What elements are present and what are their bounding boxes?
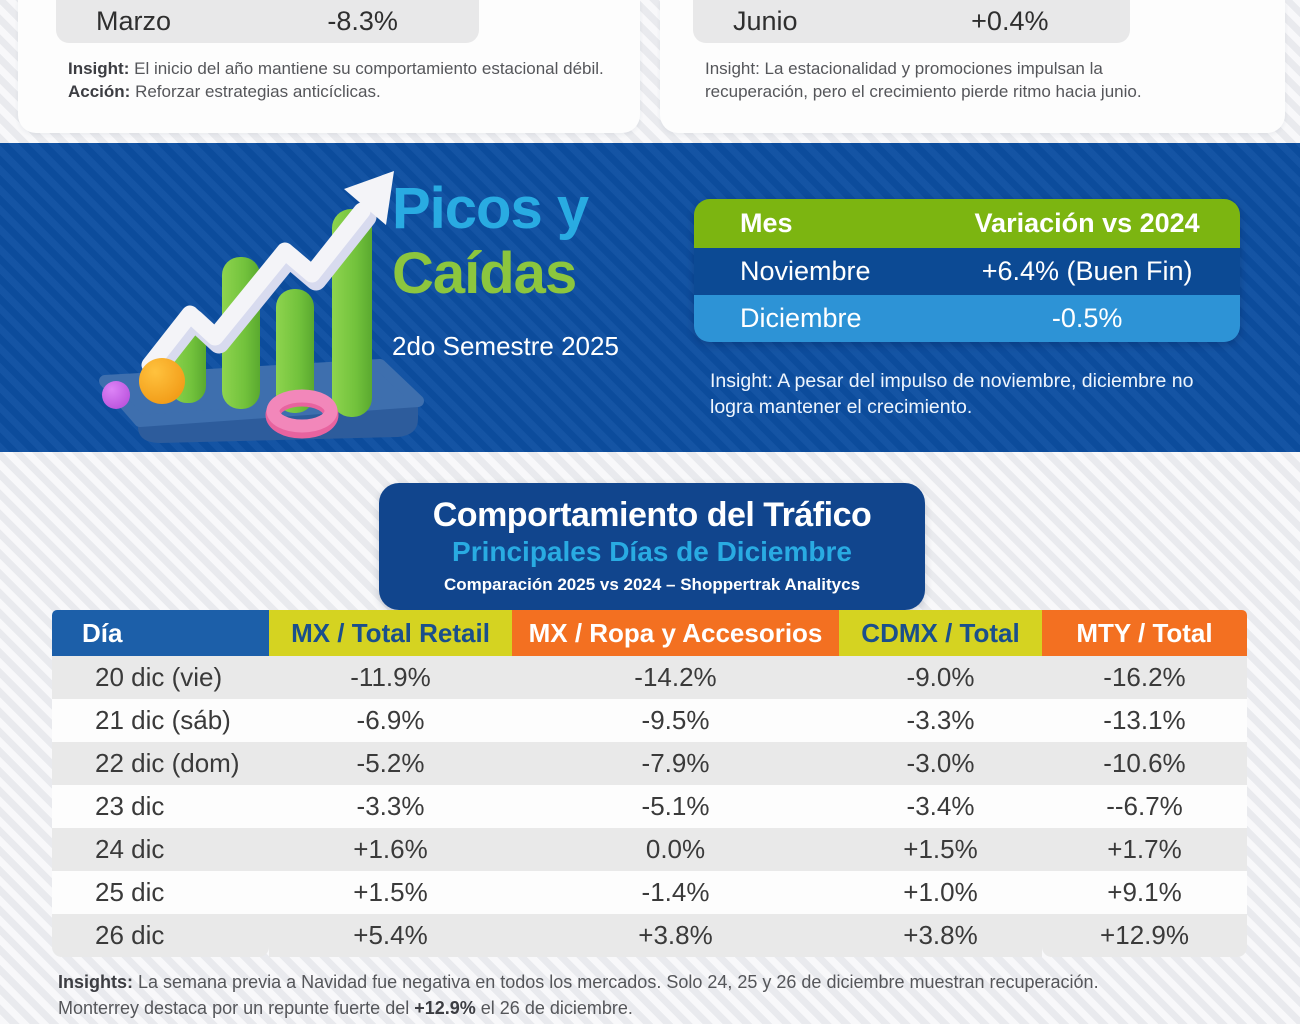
first-semester-card: Marzo -8.3% Insight: El inicio del año m… <box>18 0 640 133</box>
month-cell: Noviembre <box>740 256 871 286</box>
banner-title-line2: Caídas <box>392 240 577 306</box>
picos-caidas-banner: Picos y Caídas 2do Semestre 2025 Mes Var… <box>0 143 1300 452</box>
traffic-source: Comparación 2025 vs 2024 – Shoppertrak A… <box>443 575 861 594</box>
value-cell: -9.5% <box>641 705 710 735</box>
month-row-marzo: Marzo -8.3% <box>56 0 479 43</box>
day-cell: 24 dic <box>95 834 165 864</box>
value-cell: +1.5% <box>903 834 978 864</box>
banner-title-block: Picos y Caídas 2do Semestre 2025 <box>392 176 619 362</box>
value-cell: -3.3% <box>906 705 975 735</box>
month-cell: Diciembre <box>740 303 862 333</box>
value-cell: +1.0% <box>903 877 978 907</box>
value-cell: -11.9% <box>350 662 431 692</box>
month-label: Junio <box>733 6 798 36</box>
value-cell: +9.1% <box>1107 877 1182 907</box>
column-header: Día <box>52 610 269 656</box>
pink-donut <box>265 389 339 439</box>
column-header: MTY / Total <box>1042 610 1247 656</box>
value-cell: -7.9% <box>641 748 710 778</box>
value-cell: +1.6% <box>353 834 428 864</box>
value-cell: +3.8% <box>903 920 978 950</box>
header-mes: Mes <box>740 208 793 238</box>
header-variacion: Variación vs 2024 <box>974 208 1200 238</box>
insight-prefix: Insight: <box>68 59 130 78</box>
value-cell: +3.8% <box>638 920 713 950</box>
table-row-diciembre: Diciembre -0.5% <box>694 295 1240 342</box>
value-cell: -5.1% <box>641 791 710 821</box>
insights-line2-suffix: el 26 de diciembre. <box>475 997 633 1018</box>
action-body: Reforzar estrategias anticíclicas. <box>130 81 381 101</box>
value-cell: -3.4% <box>906 791 975 821</box>
day-cell: 22 dic (dom) <box>95 748 240 778</box>
up-arrow-icon <box>141 171 394 382</box>
table-row-noviembre: Noviembre +6.4% (Buen Fin) <box>694 248 1240 295</box>
banner-title-line1: Picos y <box>392 176 589 241</box>
3d-bar-chart-illustration <box>99 171 424 443</box>
column-header: MX / Total Retail <box>269 610 512 656</box>
value-cell: -3.0% <box>906 748 975 778</box>
table-row: 24 dic +1.6% 0.0% +1.5% +1.7% <box>52 828 1247 871</box>
insights-highlight-value: +12.9% <box>414 997 476 1018</box>
day-cell: 20 dic (vie) <box>95 662 223 692</box>
traffic-section: Comportamiento del Tráfico Principales D… <box>0 452 1300 1024</box>
value-cell: -13.1% <box>1103 705 1186 735</box>
value-cell: +5.4% <box>353 920 428 950</box>
table-row: 23 dic -3.3% -5.1% -3.4% --6.7% <box>52 785 1247 828</box>
traffic-title: Comportamiento del Tráfico <box>432 496 872 534</box>
table-row: 20 dic (vie) -11.9% -14.2% -9.0% -16.2% <box>52 656 1247 699</box>
insight-text-q2: Insight: La estacionalidad y promociones… <box>705 59 1142 101</box>
semester-summary-section: Marzo -8.3% Insight: El inicio del año m… <box>0 0 1300 143</box>
bar-3 <box>276 289 314 413</box>
monthly-variation-table: Mes Variación vs 2024 Noviembre +6.4% (B… <box>694 199 1240 342</box>
variation-value: -8.3% <box>327 6 398 36</box>
value-cell: -16.2% <box>1103 662 1186 692</box>
value-cell: +1.5% <box>353 877 428 907</box>
value-cell: -5.2% <box>356 748 425 778</box>
day-cell: 23 dic <box>95 791 165 821</box>
traffic-subtitle: Principales Días de Diciembre <box>452 536 852 567</box>
value-cell: -10.6% <box>1103 748 1186 778</box>
traffic-table-header-row: Día MX / Total Retail MX / Ropa y Accesori… <box>52 610 1247 656</box>
table-row: 22 dic (dom) -5.2% -7.9% -3.0% -10.6% <box>52 742 1247 785</box>
monthly-variation-block: Mes Variación vs 2024 Noviembre +6.4% (B… <box>694 199 1240 420</box>
value-cell: 0.0% <box>645 834 706 864</box>
orange-sphere <box>139 358 185 404</box>
daily-traffic-table: Día MX / Total Retail MX / Ropa y Accesori… <box>52 610 1247 957</box>
column-header: MX / Ropa y Accesorios <box>512 610 839 656</box>
table-row: 25 dic +1.5% -1.4% +1.0% +9.1% <box>52 871 1247 914</box>
value-cell: +1.7% <box>1107 834 1182 864</box>
insights-line1: La semana previa a Navidad fue negativa … <box>133 972 1099 992</box>
bottom-insights-text: Insights: La semana previa a Navidad fue… <box>58 970 1099 1021</box>
variation-value: +0.4% <box>971 6 1049 36</box>
insights-line2-prefix: Monterrey destaca por un repunte fuerte … <box>58 997 415 1018</box>
value-cell: --6.7% <box>1106 791 1183 821</box>
purple-sphere <box>102 381 130 409</box>
table-row: 26 dic +5.4% +3.8% +3.8% +12.9% <box>52 914 1247 957</box>
value-cell: -1.4% <box>641 877 710 907</box>
value-cell: +6.4% (Buen Fin) <box>981 256 1193 286</box>
traffic-title-card: Comportamiento del Tráfico Principales D… <box>379 483 925 610</box>
day-cell: 26 dic <box>95 920 165 950</box>
insight-body: El inicio del año mantiene su comportami… <box>129 59 604 78</box>
month-row-junio: Junio +0.4% <box>693 0 1130 43</box>
value-cell: +12.9% <box>1100 920 1189 950</box>
value-cell: -14.2% <box>634 662 717 692</box>
value-cell: -6.9% <box>356 705 425 735</box>
value-cell: -3.3% <box>356 791 425 821</box>
month-label: Marzo <box>96 6 172 36</box>
column-header: CDMX / Total <box>839 610 1042 656</box>
table-row: 21 dic (sáb) -6.9% -9.5% -3.3% -13.1% <box>52 699 1247 742</box>
banner-insight-text: Insight: A pesar del impulso de noviembr… <box>710 370 1194 418</box>
action-prefix: Acción: <box>68 81 131 101</box>
banner-subtitle: 2do Semestre 2025 <box>392 330 619 361</box>
insights-prefix: Insights: <box>58 972 133 992</box>
value-cell: -9.0% <box>906 662 975 692</box>
insight-text-q1: Insight: El inicio del año mantiene su c… <box>68 58 648 103</box>
day-cell: 25 dic <box>95 877 165 907</box>
value-cell: -0.5% <box>1051 303 1123 333</box>
table-header-row: Mes Variación vs 2024 <box>694 199 1240 248</box>
day-cell: 21 dic (sáb) <box>95 705 231 735</box>
second-quarter-card: Junio +0.4% Insight: La estacionalidad y… <box>660 0 1285 133</box>
